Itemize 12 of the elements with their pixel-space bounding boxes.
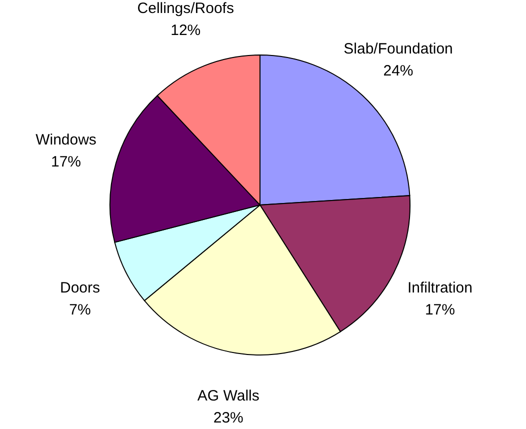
data-label: 17% [51,154,82,171]
slice-label: Infiltration [407,280,473,297]
data-label: 7% [69,302,91,319]
data-label: 23% [213,410,244,427]
data-label: 24% [383,62,414,80]
slice-label: Windows [36,132,96,149]
slice-label: Slab/Foundation [344,40,453,58]
data-label: 17% [424,302,455,319]
data-label: 12% [170,22,201,40]
slice-label: AG Walls [197,388,260,405]
slice-label: Doors [60,280,100,297]
slice-label: Cellings/Roofs [137,0,234,18]
